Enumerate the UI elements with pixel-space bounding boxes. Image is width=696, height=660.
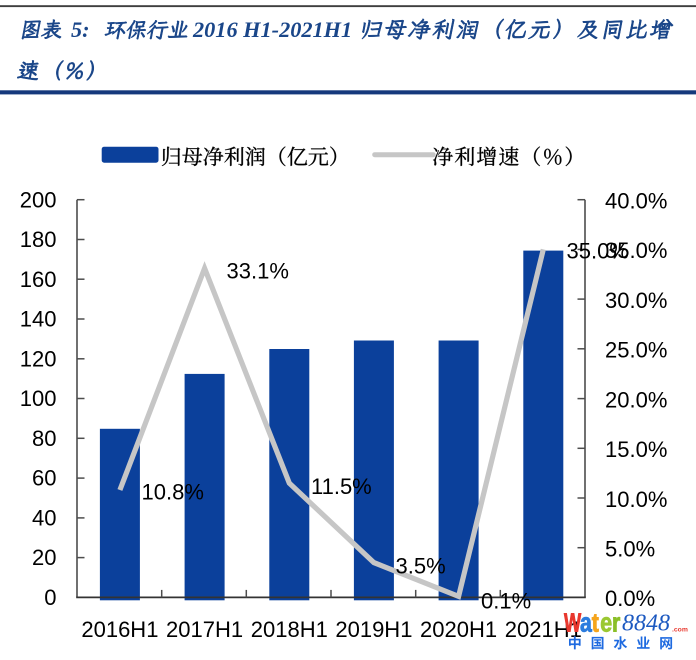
svg-text:140: 140 bbox=[20, 307, 57, 332]
svg-text:11.5%: 11.5% bbox=[311, 474, 372, 499]
svg-text:25.0%: 25.0% bbox=[605, 338, 667, 363]
svg-text:.com: .com bbox=[672, 627, 688, 634]
svg-text:2018H1: 2018H1 bbox=[251, 617, 328, 642]
svg-text:t: t bbox=[592, 609, 599, 639]
svg-text:40.0%: 40.0% bbox=[605, 189, 667, 214]
svg-text:20: 20 bbox=[32, 545, 56, 570]
svg-text:35.0%: 35.0% bbox=[605, 238, 667, 263]
svg-text:15.0%: 15.0% bbox=[605, 437, 667, 462]
svg-text:8848: 8848 bbox=[622, 611, 670, 637]
svg-text:2017H1: 2017H1 bbox=[166, 617, 243, 642]
svg-text:W: W bbox=[564, 608, 582, 637]
svg-text:20.0%: 20.0% bbox=[605, 387, 667, 412]
svg-text:5.0%: 5.0% bbox=[605, 537, 655, 562]
svg-text:a: a bbox=[580, 609, 593, 639]
svg-text:200: 200 bbox=[20, 187, 57, 212]
svg-text:60: 60 bbox=[32, 466, 56, 491]
svg-text:2016 H1-2021H1: 2016 H1-2021H1 bbox=[192, 17, 352, 42]
svg-text:2019H1: 2019H1 bbox=[335, 617, 412, 642]
svg-text:160: 160 bbox=[20, 267, 57, 292]
svg-text:0: 0 bbox=[44, 585, 56, 610]
svg-text:35.0%: 35.0% bbox=[567, 238, 629, 263]
svg-text:2016H1: 2016H1 bbox=[81, 617, 158, 642]
svg-text:80: 80 bbox=[32, 426, 56, 451]
svg-text:3.5%: 3.5% bbox=[396, 554, 446, 579]
svg-text:100: 100 bbox=[20, 386, 57, 411]
svg-text:30.0%: 30.0% bbox=[605, 288, 667, 313]
svg-text:120: 120 bbox=[20, 346, 57, 371]
svg-text:2021H1: 2021H1 bbox=[505, 617, 582, 642]
svg-text:0.0%: 0.0% bbox=[605, 586, 655, 611]
svg-text:5:: 5: bbox=[71, 17, 90, 42]
svg-text:10.0%: 10.0% bbox=[605, 487, 667, 512]
svg-text:180: 180 bbox=[20, 227, 57, 252]
svg-text:2020H1: 2020H1 bbox=[420, 617, 497, 642]
svg-text:e: e bbox=[600, 609, 612, 639]
svg-text:40: 40 bbox=[32, 506, 56, 531]
svg-text:r: r bbox=[612, 609, 620, 639]
svg-text:10.8%: 10.8% bbox=[142, 479, 204, 504]
svg-text:0.1%: 0.1% bbox=[481, 589, 531, 614]
svg-text:33.1%: 33.1% bbox=[227, 258, 289, 283]
